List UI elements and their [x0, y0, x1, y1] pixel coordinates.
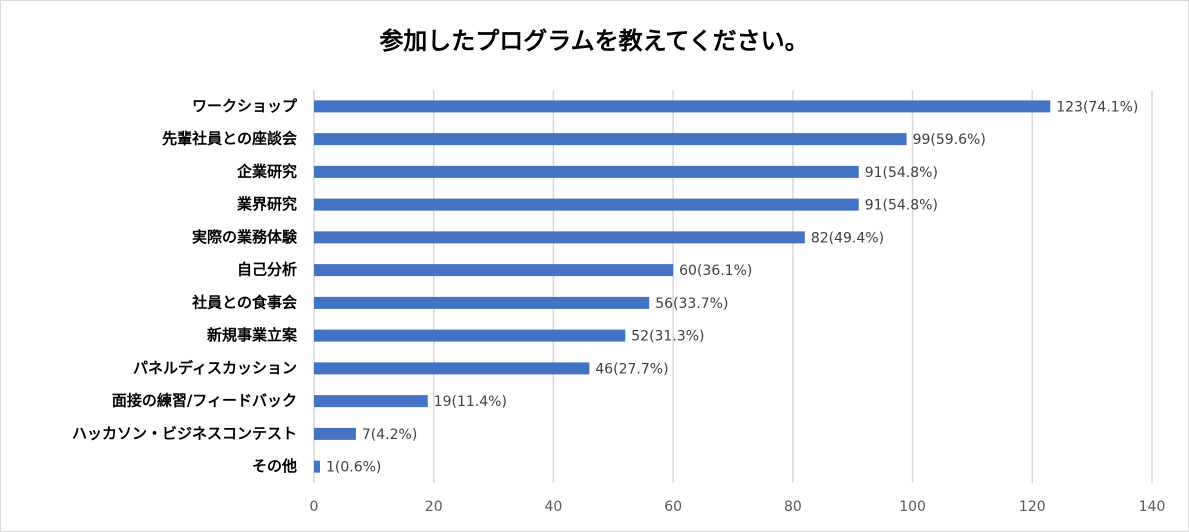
value-label: 91(54.8%): [865, 165, 938, 181]
category-label: 先輩社員との座談会: [162, 130, 297, 148]
x-tick-label: 140: [1139, 499, 1166, 515]
value-label: 52(31.3%): [631, 329, 704, 345]
category-label: ワークショップ: [192, 97, 298, 115]
category-label: その他: [252, 457, 297, 475]
bar: [314, 329, 626, 342]
category-label: ハッカソン・ビジネスコンテスト: [72, 424, 297, 442]
bar: [314, 133, 907, 146]
x-tick-label: 20: [425, 499, 443, 515]
bar: [314, 460, 320, 473]
category-label: 自己分析: [237, 261, 297, 279]
bar: [314, 165, 859, 178]
chart-title: 参加したプログラムを教えてください。: [379, 27, 808, 55]
category-label: 新規事業立案: [207, 326, 298, 344]
value-label: 123(74.1%): [1056, 99, 1138, 115]
x-tick-label: 60: [664, 499, 682, 515]
category-label: 社員との食事会: [191, 293, 297, 311]
value-label: 7(4.2%): [362, 427, 417, 443]
value-label: 19(11.4%): [434, 394, 507, 410]
category-label: パネルディスカッション: [133, 359, 297, 377]
x-tick-label: 40: [545, 499, 563, 515]
value-label: 99(59.6%): [913, 132, 986, 148]
bar: [314, 395, 428, 408]
category-label: 面接の練習/フィードバック: [112, 392, 297, 410]
value-label: 46(27.7%): [595, 361, 668, 377]
category-label: 企業研究: [236, 162, 297, 180]
value-label: 1(0.6%): [326, 460, 381, 476]
value-label: 60(36.1%): [679, 263, 752, 279]
bar: [314, 296, 650, 309]
value-label: 82(49.4%): [811, 230, 884, 246]
bar: [314, 362, 590, 375]
value-label: 91(54.8%): [865, 198, 938, 214]
x-tick-label: 120: [1019, 499, 1046, 515]
bar: [314, 264, 674, 277]
category-label: 実際の業務体験: [192, 228, 298, 246]
bar: [314, 100, 1051, 113]
x-tick-label: 0: [310, 499, 319, 515]
x-tick-label: 100: [899, 499, 926, 515]
value-label: 56(33.7%): [655, 296, 728, 312]
x-tick-label: 80: [784, 499, 802, 515]
bar: [314, 231, 805, 244]
bar: [314, 198, 859, 211]
bar: [314, 427, 356, 440]
category-label: 業界研究: [236, 195, 297, 213]
